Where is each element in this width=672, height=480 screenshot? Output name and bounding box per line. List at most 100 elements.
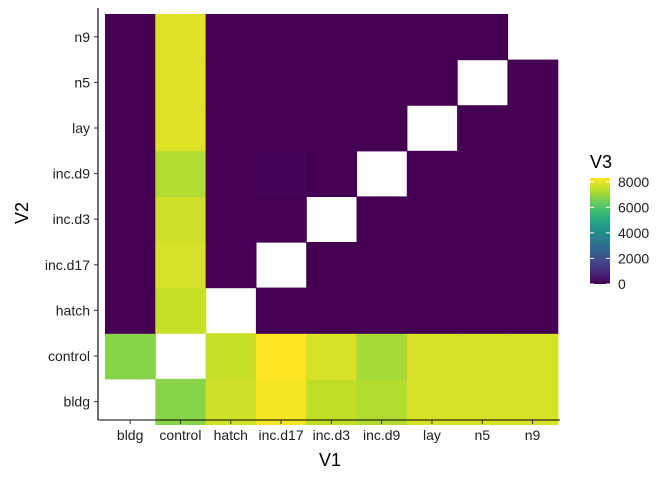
heatmap-cell-lay-inc.d9	[406, 150, 458, 197]
heatmap-cell-hatch-lay	[205, 105, 257, 152]
heatmap-cell-inc.d9-hatch	[356, 287, 408, 334]
y-axis-title: V2	[12, 202, 32, 224]
x-tick-label: inc.d3	[313, 427, 351, 443]
x-tick-label: n5	[474, 427, 490, 443]
heatmap-cell-n9-lay	[507, 105, 559, 152]
x-tick-label: bldg	[117, 427, 143, 443]
x-axis-ticks: bldg control hatch inc.d17 inc.d3 inc.d9 lay n5…	[117, 420, 541, 443]
heatmap-cell-lay-n9	[406, 14, 458, 61]
heatmap-cell-n9-inc.d17	[507, 242, 559, 289]
x-tick-label: control	[159, 427, 201, 443]
y-tick-label: inc.d3	[53, 211, 91, 227]
heatmap-cell-hatch-inc.d9	[205, 150, 257, 197]
legend-tick-label: 0	[618, 276, 626, 292]
legend-tick-label: 8000	[618, 174, 649, 190]
heatmap-cell-inc.d17-n5	[255, 59, 307, 106]
heatmap-cell-inc.d9-inc.d3	[356, 196, 408, 243]
legend-tick-label: 2000	[618, 250, 649, 266]
heatmap-cells	[105, 14, 559, 425]
heatmap-cell-n5-inc.d9	[457, 150, 508, 197]
heatmap-cell-inc.d9-n9	[356, 14, 408, 61]
heatmap-cell-n9-inc.d9	[507, 150, 559, 197]
heatmap-cell-inc.d3-bldg	[306, 378, 358, 425]
heatmap-cell-hatch-inc.d17	[205, 242, 257, 289]
heatmap-cell-hatch-inc.d3	[205, 196, 257, 243]
heatmap-cell-hatch-control	[205, 333, 257, 380]
heatmap-cell-inc.d9-control	[356, 333, 408, 380]
x-tick-label: lay	[423, 427, 441, 443]
heatmap-cell-inc.d17-bldg	[255, 378, 307, 425]
legend-title: V3	[590, 152, 612, 172]
legend-colorbar	[590, 178, 610, 284]
heatmap-cell-bldg-inc.d3	[105, 196, 156, 243]
y-tick-label: bldg	[64, 394, 90, 410]
heatmap-cell-inc.d3-n5	[306, 59, 358, 106]
legend-tick-label: 4000	[618, 225, 649, 241]
heatmap-cell-control-n9	[155, 14, 207, 61]
heatmap-cell-n5-bldg	[457, 378, 508, 425]
y-tick-label: inc.d9	[53, 166, 91, 182]
heatmap-cell-control-hatch	[155, 287, 207, 334]
heatmap-cell-lay-inc.d17	[406, 242, 458, 289]
heatmap-cell-inc.d17-inc.d3	[255, 196, 307, 243]
heatmap-cell-hatch-n5	[205, 59, 257, 106]
heatmap-cell-inc.d3-inc.d9	[306, 150, 358, 197]
heatmap-cell-hatch-bldg	[205, 378, 257, 425]
y-tick-label: n9	[74, 29, 90, 45]
legend-tick-label: 6000	[618, 199, 649, 215]
heatmap-cell-lay-hatch	[406, 287, 458, 334]
y-tick-label: inc.d17	[45, 257, 90, 273]
y-axis-ticks: bldg control hatch inc.d17 inc.d3 inc.d9 lay n5…	[45, 29, 98, 410]
heatmap-cell-bldg-control	[105, 333, 156, 380]
heatmap-cell-control-n5	[155, 59, 207, 106]
heatmap-cell-inc.d17-inc.d9	[255, 150, 307, 197]
x-axis-title: V1	[319, 450, 341, 470]
heatmap-cell-inc.d9-n5	[356, 59, 408, 106]
heatmap-cell-inc.d3-hatch	[306, 287, 358, 334]
heatmap-cell-inc.d3-inc.d17	[306, 242, 358, 289]
heatmap-cell-inc.d17-n9	[255, 14, 307, 61]
heatmap-cell-bldg-hatch	[105, 287, 156, 334]
heatmap-cell-inc.d17-control	[255, 333, 307, 380]
heatmap-cell-n5-inc.d17	[457, 242, 508, 289]
heatmap-cell-bldg-n9	[105, 14, 156, 61]
heatmap-cell-n9-hatch	[507, 287, 559, 334]
heatmap-cell-n9-control	[507, 333, 559, 380]
heatmap-cell-n9-n5	[507, 59, 559, 106]
y-tick-label: n5	[74, 74, 90, 90]
heatmap-cell-inc.d17-lay	[255, 105, 307, 152]
heatmap-cell-n5-inc.d3	[457, 196, 508, 243]
heatmap-cell-n9-inc.d3	[507, 196, 559, 243]
heatmap-cell-inc.d9-inc.d17	[356, 242, 408, 289]
heatmap-cell-lay-bldg	[406, 378, 458, 425]
heatmap-cell-n5-control	[457, 333, 508, 380]
heatmap-cell-n5-lay	[457, 105, 508, 152]
y-tick-label: lay	[72, 120, 90, 136]
x-tick-label: n9	[525, 427, 541, 443]
heatmap-cell-control-bldg	[155, 378, 207, 425]
legend-ticks: 0 2000 4000 6000 8000	[590, 174, 649, 292]
heatmap-cell-bldg-inc.d9	[105, 150, 156, 197]
x-tick-label: hatch	[214, 427, 248, 443]
heatmap-cell-n5-hatch	[457, 287, 508, 334]
heatmap-cell-control-lay	[155, 105, 207, 152]
heatmap-cell-inc.d3-n9	[306, 14, 358, 61]
heatmap-cell-inc.d3-lay	[306, 105, 358, 152]
heatmap-cell-control-inc.d17	[155, 242, 207, 289]
color-legend: V3 0 2000 4000 6000 8000	[590, 152, 649, 292]
heatmap-cell-bldg-n5	[105, 59, 156, 106]
x-tick-label: inc.d9	[363, 427, 401, 443]
heatmap-cell-inc.d9-lay	[356, 105, 408, 152]
x-tick-label: inc.d17	[258, 427, 303, 443]
heatmap-cell-n5-n9	[457, 14, 508, 61]
heatmap-cell-control-inc.d3	[155, 196, 207, 243]
heatmap-cell-inc.d3-control	[306, 333, 358, 380]
y-tick-label: control	[48, 348, 90, 364]
heatmap-cell-n9-bldg	[507, 378, 559, 425]
y-tick-label: hatch	[56, 302, 90, 318]
heatmap-cell-bldg-lay	[105, 105, 156, 152]
heatmap-cell-inc.d9-bldg	[356, 378, 408, 425]
heatmap-cell-hatch-n9	[205, 14, 257, 61]
heatmap-cell-bldg-inc.d17	[105, 242, 156, 289]
